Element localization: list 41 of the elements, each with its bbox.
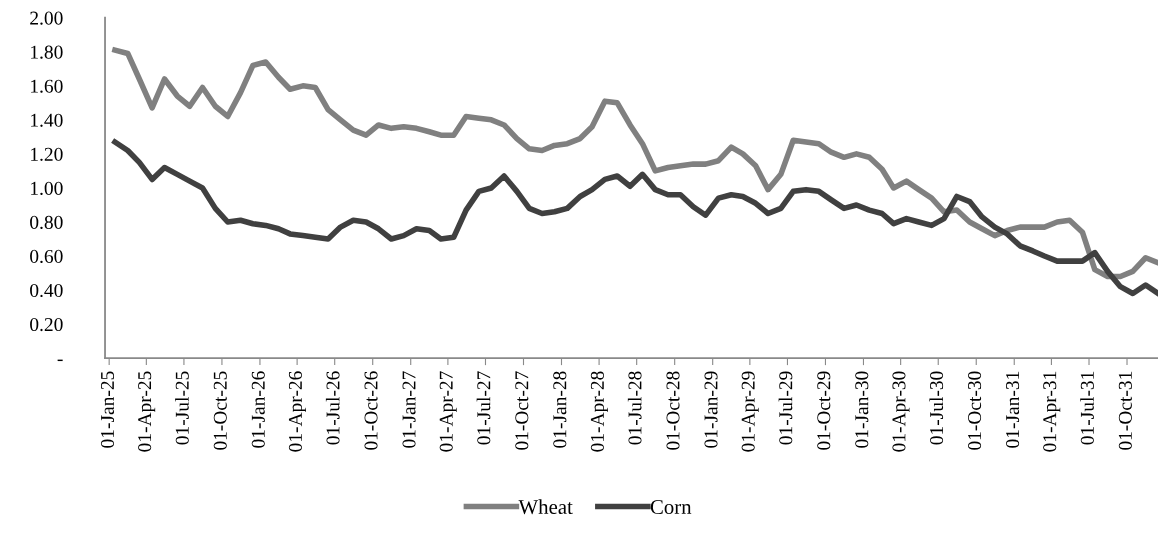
y-tick-label: 1.20 bbox=[31, 147, 63, 161]
x-tick-label: 01-Jan-30 bbox=[855, 371, 869, 448]
x-tick-label: 01-Jul-27 bbox=[476, 371, 491, 445]
x-tick-label: 01-Apr-29 bbox=[741, 371, 759, 452]
x-tick-label: 01-Oct-27 bbox=[515, 371, 529, 450]
y-tick-label: 1.80 bbox=[31, 45, 63, 59]
x-tick-label: 01-Jan-27 bbox=[402, 371, 416, 448]
x-tick-label: 01-Jan-31 bbox=[1005, 371, 1020, 448]
x-tick-label: 01-Apr-25 bbox=[138, 371, 156, 452]
x-tick-label: 01-Jul-31 bbox=[1080, 371, 1094, 445]
x-tick-label: 01-Oct-30 bbox=[967, 371, 982, 450]
x-tick-label: 01-Apr-27 bbox=[439, 371, 457, 452]
x-tick-label: 01-Apr-26 bbox=[288, 371, 306, 452]
y-tick-label: 0.60 bbox=[30, 249, 63, 264]
x-tick-label: 01-Jul-30 bbox=[929, 371, 944, 445]
x-tick-label: 01-Oct-31 bbox=[1118, 371, 1132, 450]
y-tick-label: 0.80 bbox=[30, 215, 63, 230]
x-tick-label: 01-Oct-25 bbox=[213, 371, 227, 450]
x-tick-label: 01-Jul-28 bbox=[627, 371, 642, 445]
x-tick-label: 01-Jul-26 bbox=[325, 371, 340, 445]
x-tick-label: 01-Apr-30 bbox=[892, 371, 910, 452]
x-tick-label: 01-Jul-25 bbox=[175, 371, 189, 445]
x-tick-label: 01-Jan-29 bbox=[704, 371, 718, 448]
y-tick-label: 1.00 bbox=[31, 181, 63, 195]
legend-label: Wheat bbox=[518, 499, 573, 515]
x-tick-label: 01-Jan-28 bbox=[553, 371, 567, 448]
legend-label: Corn bbox=[650, 500, 692, 515]
x-tick-label: 01-Apr-28 bbox=[590, 371, 608, 452]
y-tick-label: 0.20 bbox=[30, 317, 63, 332]
y-tick-label: 1.60 bbox=[31, 79, 63, 93]
x-tick-label: 01-Oct-28 bbox=[666, 371, 680, 450]
x-tick-label: 01-Oct-29 bbox=[817, 371, 831, 450]
y-tick-label: - bbox=[57, 359, 63, 362]
x-tick-label: 01-Jan-26 bbox=[251, 371, 265, 448]
x-tick-label: 01-Jan-25 bbox=[100, 371, 115, 448]
x-tick-label: 01-Oct-26 bbox=[364, 371, 378, 450]
y-tick-label: 0.40 bbox=[30, 283, 63, 298]
x-tick-label: 01-Jul-29 bbox=[778, 371, 793, 445]
x-tick-label: 01-Apr-31 bbox=[1043, 371, 1061, 452]
y-tick-label: 2.00 bbox=[30, 11, 63, 25]
y-tick-label: 1.40 bbox=[31, 113, 63, 127]
